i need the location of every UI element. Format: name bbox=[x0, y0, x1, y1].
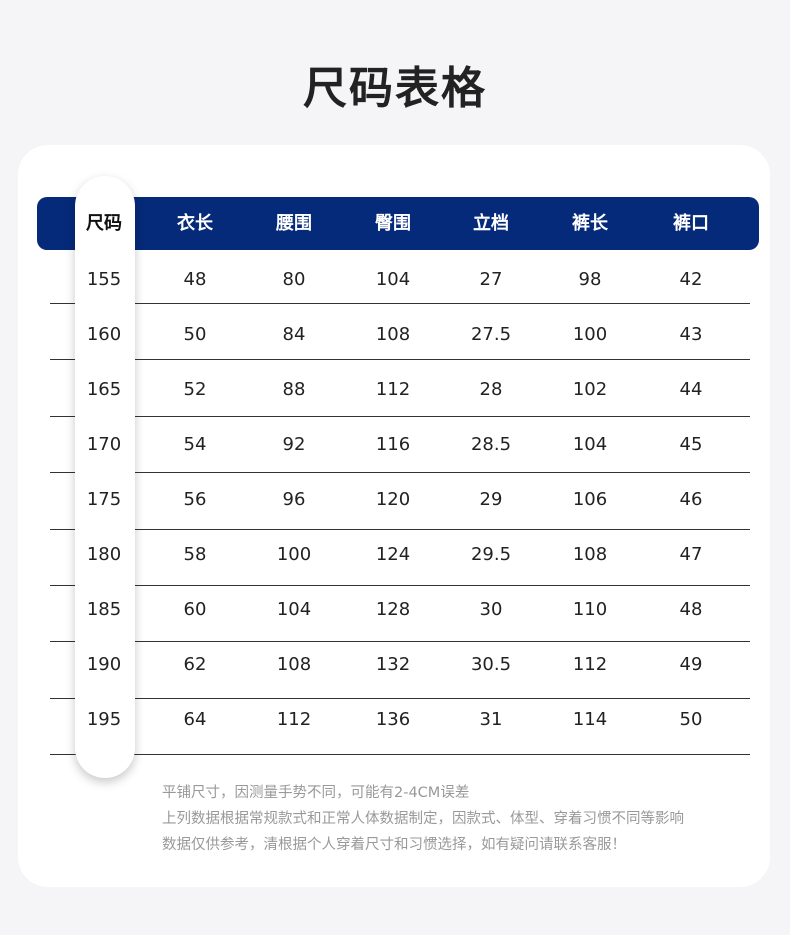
column-header: 衣长 bbox=[177, 213, 213, 234]
table-cell: 52 bbox=[183, 379, 207, 400]
note-line: 数据仅供参考，清根据个人穿着尺寸和习惯选择，如有疑问请联系客服！ bbox=[162, 837, 626, 853]
table-cell: 128 bbox=[375, 599, 411, 620]
table-cell: 104 bbox=[276, 599, 312, 620]
table-cell: 60 bbox=[183, 599, 207, 620]
table-cell: 92 bbox=[282, 434, 306, 455]
table-cell: 84 bbox=[282, 324, 306, 345]
table-cell: 29 bbox=[479, 489, 503, 510]
column-header: 裤长 bbox=[572, 213, 608, 234]
table-cell: 195 bbox=[86, 709, 122, 730]
table-cell: 46 bbox=[679, 489, 703, 510]
table-cell: 45 bbox=[679, 434, 703, 455]
table-cell: 31 bbox=[479, 709, 503, 730]
table-cell: 64 bbox=[183, 709, 207, 730]
table-cell: 104 bbox=[572, 434, 608, 455]
table-cell: 112 bbox=[572, 654, 608, 675]
table-cell: 132 bbox=[375, 654, 411, 675]
table-cell: 58 bbox=[183, 544, 207, 565]
table-cell: 104 bbox=[375, 269, 411, 290]
table-cell: 62 bbox=[183, 654, 207, 675]
table-cell: 112 bbox=[276, 709, 312, 730]
table-cell: 88 bbox=[282, 379, 306, 400]
table-header-bar bbox=[37, 197, 759, 250]
table-cell: 185 bbox=[86, 599, 122, 620]
row-divider bbox=[50, 303, 750, 304]
note-line: 平铺尺寸，因测量手势不同，可能有2-4CM误差 bbox=[162, 785, 470, 801]
table-cell: 29.5 bbox=[470, 544, 512, 565]
table-cell: 106 bbox=[572, 489, 608, 510]
row-divider bbox=[50, 472, 750, 473]
table-cell: 114 bbox=[572, 709, 608, 730]
table-cell: 44 bbox=[679, 379, 703, 400]
table-cell: 108 bbox=[375, 324, 411, 345]
table-cell: 56 bbox=[183, 489, 207, 510]
table-cell: 30 bbox=[479, 599, 503, 620]
table-cell: 180 bbox=[86, 544, 122, 565]
table-cell: 100 bbox=[572, 324, 608, 345]
table-cell: 110 bbox=[572, 599, 608, 620]
row-divider bbox=[50, 585, 750, 586]
table-cell: 160 bbox=[86, 324, 122, 345]
table-cell: 50 bbox=[183, 324, 207, 345]
table-cell: 155 bbox=[86, 269, 122, 290]
table-cell: 98 bbox=[578, 269, 602, 290]
row-divider bbox=[50, 359, 750, 360]
table-cell: 54 bbox=[183, 434, 207, 455]
row-divider bbox=[50, 754, 750, 755]
table-cell: 48 bbox=[679, 599, 703, 620]
row-divider bbox=[50, 641, 750, 642]
size-column-highlight bbox=[75, 176, 135, 778]
column-header: 臀围 bbox=[375, 213, 411, 234]
table-cell: 165 bbox=[86, 379, 122, 400]
table-cell: 112 bbox=[375, 379, 411, 400]
table-cell: 100 bbox=[276, 544, 312, 565]
table-cell: 27 bbox=[479, 269, 503, 290]
page-title: 尺码表格 bbox=[303, 63, 487, 114]
table-cell: 49 bbox=[679, 654, 703, 675]
table-cell: 108 bbox=[276, 654, 312, 675]
column-header: 尺码 bbox=[86, 213, 122, 234]
table-cell: 120 bbox=[375, 489, 411, 510]
table-cell: 43 bbox=[679, 324, 703, 345]
column-header: 腰围 bbox=[276, 213, 312, 234]
table-cell: 28.5 bbox=[470, 434, 512, 455]
table-cell: 124 bbox=[375, 544, 411, 565]
table-cell: 48 bbox=[183, 269, 207, 290]
table-cell: 136 bbox=[375, 709, 411, 730]
column-header: 裤口 bbox=[673, 213, 709, 234]
table-cell: 170 bbox=[86, 434, 122, 455]
notes: 平铺尺寸，因测量手势不同，可能有2-4CM误差 上列数据根据常规款式和正常人体数… bbox=[162, 780, 684, 858]
note-line: 上列数据根据常规款式和正常人体数据制定，因款式、体型、穿着习惯不同等影响 bbox=[162, 811, 684, 827]
table-cell: 190 bbox=[86, 654, 122, 675]
row-divider bbox=[50, 698, 750, 699]
table-cell: 30.5 bbox=[470, 654, 512, 675]
table-cell: 50 bbox=[679, 709, 703, 730]
table-cell: 80 bbox=[282, 269, 306, 290]
table-cell: 175 bbox=[86, 489, 122, 510]
table-cell: 42 bbox=[679, 269, 703, 290]
table-cell: 27.5 bbox=[470, 324, 512, 345]
row-divider bbox=[50, 529, 750, 530]
table-cell: 47 bbox=[679, 544, 703, 565]
row-divider bbox=[50, 416, 750, 417]
column-header: 立档 bbox=[473, 213, 509, 234]
table-cell: 102 bbox=[572, 379, 608, 400]
table-cell: 108 bbox=[572, 544, 608, 565]
table-cell: 116 bbox=[375, 434, 411, 455]
table-cell: 28 bbox=[479, 379, 503, 400]
table-cell: 96 bbox=[282, 489, 306, 510]
size-chart-card bbox=[18, 145, 770, 887]
